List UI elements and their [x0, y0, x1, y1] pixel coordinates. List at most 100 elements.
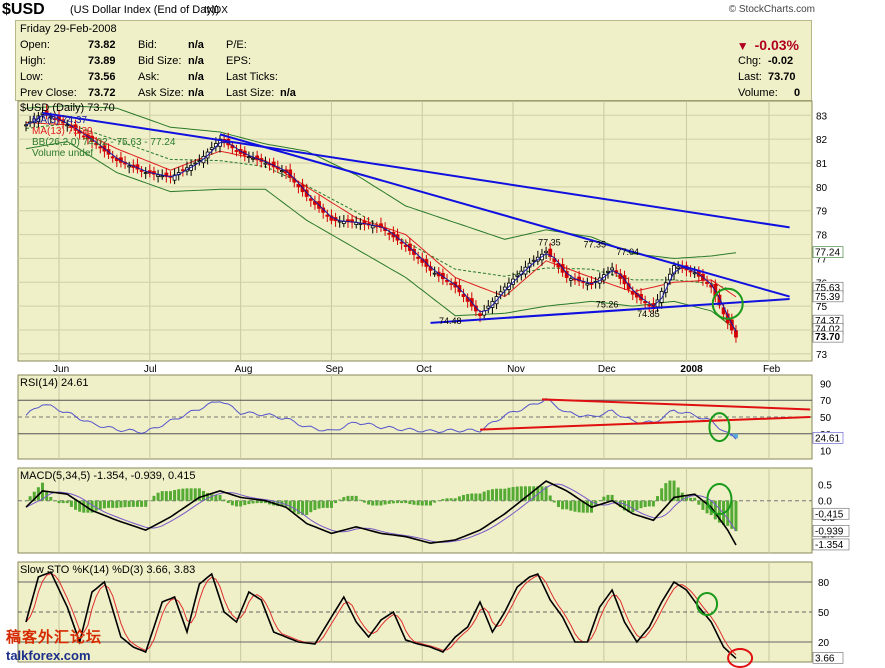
candle-body: [659, 290, 664, 303]
candle-body: [52, 118, 57, 121]
candle-body: [280, 170, 284, 173]
instrument-name: (US Dollar Index (End of Day)): [70, 4, 220, 16]
macd-histogram-bar: [585, 500, 589, 513]
candle-body: [416, 256, 421, 259]
open-label: Open:: [20, 39, 50, 51]
macd-histogram-bar: [577, 500, 581, 513]
candle-body: [729, 319, 734, 331]
candle-body: [548, 248, 553, 257]
macd-histogram-bar: [441, 499, 445, 501]
macd-histogram-bar: [107, 500, 111, 508]
macd-histogram-bar: [243, 500, 247, 506]
macd-histogram-bar: [127, 500, 131, 507]
macd-histogram-bar: [222, 499, 226, 501]
candle-body: [296, 183, 301, 188]
macd-histogram-bar: [395, 500, 399, 504]
price-value-label: 75.39: [815, 292, 840, 303]
macd-histogram-bar: [515, 486, 519, 501]
open-value: 73.82: [88, 39, 116, 51]
sto-title: Slow STO %K(14) %D(3) 3.66, 3.83: [20, 564, 195, 576]
ask-value: n/a: [188, 71, 204, 83]
macd-histogram-bar: [569, 500, 573, 511]
pe-label: P/E:: [226, 39, 247, 51]
candle-body: [445, 279, 449, 282]
macd-histogram-bar: [544, 486, 548, 501]
bid-label: Bid:: [138, 39, 157, 51]
macd-histogram-bar: [511, 487, 515, 501]
candle-body: [180, 169, 185, 172]
macd-histogram-bar: [94, 500, 98, 511]
price-tick-label: 73: [816, 350, 828, 361]
macd-value-box: [812, 507, 850, 520]
macd-histogram-bar: [462, 494, 466, 501]
macd-histogram-bar: [57, 500, 61, 504]
macd-histogram-bar: [354, 495, 358, 501]
last-value: 73.70: [768, 71, 796, 83]
macd-histogram-bar: [251, 500, 255, 504]
macd-histogram-bar: [321, 500, 325, 508]
candle-body: [160, 175, 165, 178]
candle-body: [172, 174, 177, 181]
macd-histogram-bar: [309, 500, 313, 513]
macd-histogram-bar: [197, 488, 201, 501]
macd-histogram-bar: [717, 500, 721, 523]
price-trendline: [219, 133, 790, 298]
macd-value-label: -0.415: [815, 509, 844, 520]
macd-histogram-bar: [664, 483, 668, 501]
candle-body: [568, 278, 573, 281]
candle-body: [399, 241, 404, 244]
macd-histogram-bar: [623, 500, 627, 511]
macd-histogram-bar: [466, 493, 470, 501]
candle-body: [48, 116, 53, 119]
price-tick-label: 79: [816, 207, 828, 218]
macd-histogram-bar: [210, 494, 214, 501]
price-tick-label: 83: [816, 111, 828, 122]
candle-body: [432, 272, 437, 275]
rsi-value-box: [812, 432, 844, 444]
macd-histogram-bar: [313, 500, 317, 511]
macd-histogram-bar: [168, 491, 172, 501]
macd-histogram-bar: [561, 500, 565, 510]
macd-histogram-bar: [408, 500, 412, 505]
macd-histogram-bar: [367, 500, 371, 505]
macd-histogram-bar: [730, 500, 734, 529]
month-label: Dec: [598, 364, 616, 375]
macd-histogram-bar: [123, 500, 127, 508]
macd-histogram-bar: [437, 500, 441, 501]
macd-histogram-bar: [519, 486, 523, 501]
watermark-chinese: 稿客外汇论坛: [6, 629, 103, 646]
macd-histogram-bar: [276, 500, 280, 507]
macd-histogram-bar: [523, 486, 527, 501]
legend-entry: Volume undef: [32, 148, 93, 159]
sto-oversold-circle: [727, 648, 754, 668]
ask-label: Ask:: [138, 71, 160, 83]
macd-histogram-bar: [404, 500, 408, 504]
macd-histogram-bar: [445, 498, 449, 501]
macd-histogram-bar: [156, 492, 160, 501]
sto-highlight-circle: [696, 592, 719, 616]
macd-histogram-bar: [358, 499, 362, 501]
prev-close-label: Prev Close:: [20, 87, 77, 99]
macd-histogram-bar: [173, 490, 177, 501]
macd-histogram-bar: [449, 498, 453, 501]
macd-histogram-bar: [668, 480, 672, 501]
exchange: INDX: [204, 5, 228, 16]
macd-histogram-bar: [259, 500, 263, 504]
macd-histogram-bar: [131, 500, 135, 507]
candle-body: [209, 147, 214, 150]
macd-histogram-bar: [424, 500, 428, 506]
low-label: Low:: [20, 71, 44, 83]
macd-histogram-bar: [507, 487, 511, 501]
candle-body: [577, 276, 582, 282]
macd-histogram-bar: [28, 496, 32, 501]
month-label: Aug: [235, 364, 253, 375]
macd-histogram-bar: [61, 500, 65, 504]
candle-body: [24, 124, 28, 127]
eps-label: EPS:: [226, 55, 252, 67]
macd-histogram-bar: [602, 496, 606, 501]
price-tick-label: 81: [816, 159, 828, 170]
ma5-line: [25, 114, 737, 332]
brand-link[interactable]: © StockCharts.com: [728, 4, 815, 15]
candle-body: [544, 250, 548, 254]
